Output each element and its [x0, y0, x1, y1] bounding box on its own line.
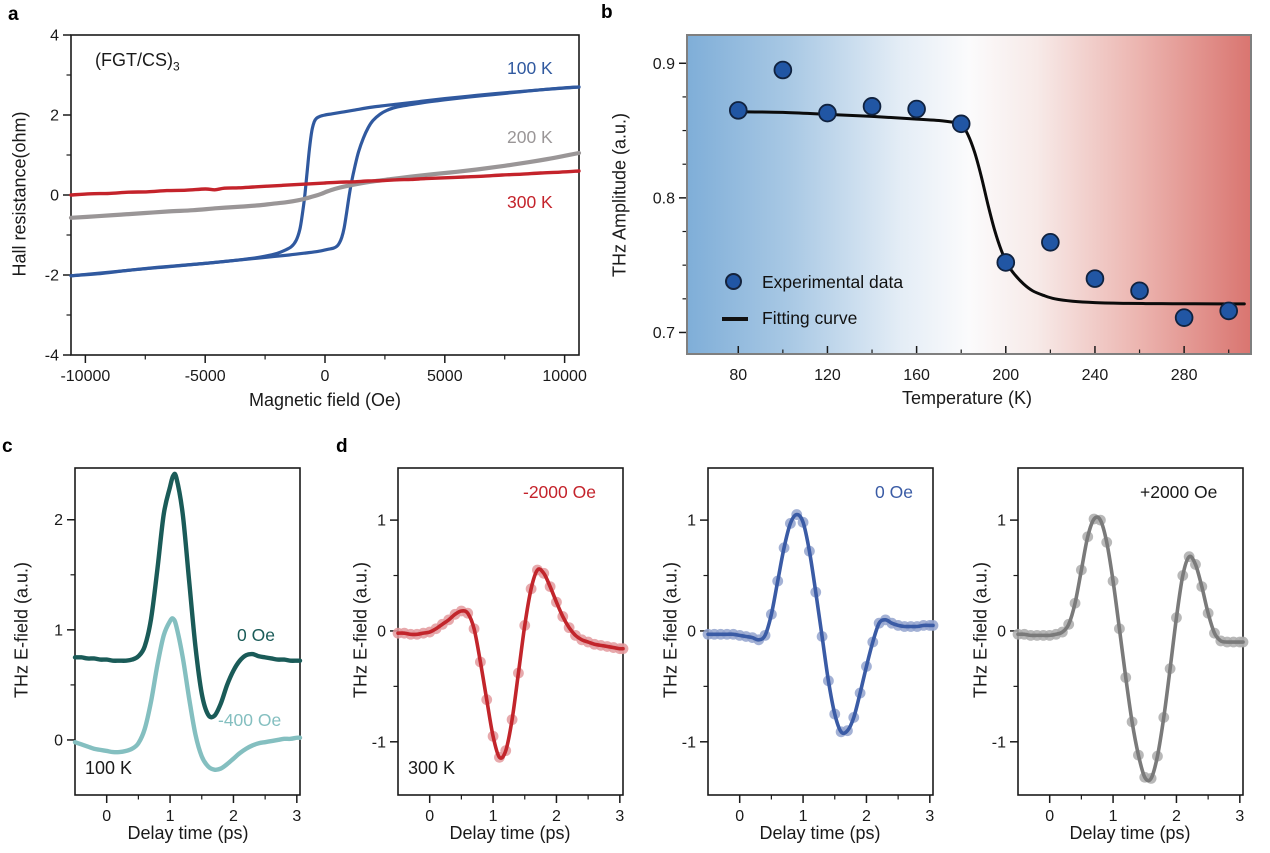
panel-a-ylabel: Hall resistance(ohm)	[9, 111, 30, 277]
panel-b: 80 120 160 200 240 280 0.7 0.8 0.9 THz Amplitude…	[595, 0, 1270, 430]
curve-label-300k: 300 K	[507, 192, 553, 212]
svg-text:-10000: -10000	[60, 368, 110, 385]
sample-label: (FGT/CS)3	[95, 50, 180, 74]
svg-text:2: 2	[54, 512, 63, 529]
svg-text:0.9: 0.9	[653, 56, 675, 73]
panel-d1-ylabel: THz E-field (a.u.)	[350, 561, 371, 699]
legend-marker-experimental	[725, 273, 742, 290]
svg-text:80: 80	[729, 367, 747, 384]
panel-d2: 0 1 2 3 -1 0 1 THz E-field (a.u.) Delay time (…	[640, 430, 950, 853]
chart-c-canvas: 0 1 2 3 0 1 2	[0, 430, 330, 853]
svg-text:5000: 5000	[427, 368, 463, 385]
svg-text:1: 1	[1109, 808, 1118, 825]
svg-text:1: 1	[489, 808, 498, 825]
svg-text:2: 2	[862, 808, 871, 825]
legend-line-fitting	[722, 317, 748, 321]
panel-c: 0 1 2 3 0 1 2 THz E-field (a.u.) Delay time (p…	[0, 430, 330, 853]
panel-letter-d: d	[336, 436, 348, 457]
panel-b-xlabel: Temperature (K)	[901, 388, 1033, 408]
svg-text:2: 2	[229, 808, 238, 825]
svg-text:4: 4	[50, 28, 59, 45]
svg-text:3: 3	[615, 808, 624, 825]
svg-text:1: 1	[997, 513, 1006, 530]
sample-label-subscript: 3	[173, 59, 180, 74]
svg-text:-1: -1	[682, 734, 696, 751]
svg-text:240: 240	[1082, 367, 1109, 384]
svg-text:0: 0	[377, 623, 386, 640]
svg-text:0: 0	[687, 623, 696, 640]
chart-a: -10000 -5000 0 5000 10000 -4 -2 0 2 4	[45, 28, 587, 386]
panel-d2-xlabel: Delay time (ps)	[759, 823, 881, 843]
curve-label-m400oe: -400 Oe	[218, 710, 282, 730]
svg-text:3: 3	[925, 808, 934, 825]
svg-text:-5000: -5000	[185, 368, 226, 385]
svg-text:0.8: 0.8	[653, 190, 675, 207]
chart-d2: 0 1 2 3 -1 0 1	[682, 467, 939, 825]
panel-c-ylabel: THz E-field (a.u.)	[11, 561, 32, 699]
panel-letter-b: b	[601, 2, 613, 23]
svg-text:3: 3	[292, 808, 301, 825]
svg-text:200: 200	[992, 367, 1019, 384]
curve-label-0oe: 0 Oe	[237, 625, 275, 645]
temperature-label-300k: 300 K	[408, 758, 456, 778]
svg-text:120: 120	[814, 367, 841, 384]
panel-d3: 0 1 2 3 -1 0 1 THz E-field (a.u.) Delay time (…	[950, 430, 1260, 853]
svg-text:0: 0	[997, 623, 1006, 640]
curve-label-200k: 200 K	[507, 127, 553, 147]
svg-text:2: 2	[552, 808, 561, 825]
panel-d2-ylabel: THz E-field (a.u.)	[660, 561, 681, 699]
svg-text:0: 0	[50, 188, 59, 205]
svg-text:2: 2	[50, 108, 59, 125]
curve-label-100k: 100 K	[507, 58, 553, 78]
svg-text:-1: -1	[992, 734, 1006, 751]
panel-c-xlabel: Delay time (ps)	[127, 823, 249, 843]
chart-d3-canvas: 0 1 2 3 -1 0 1	[950, 430, 1260, 853]
svg-text:1: 1	[799, 808, 808, 825]
svg-text:0: 0	[1045, 808, 1054, 825]
temperature-label-100k: 100 K	[85, 758, 133, 778]
field-label-0oe: 0 Oe	[875, 482, 913, 502]
svg-text:-1: -1	[372, 734, 386, 751]
svg-text:0.7: 0.7	[653, 325, 675, 342]
svg-text:1: 1	[54, 622, 63, 639]
panel-a: -10000 -5000 0 5000 10000 -4 -2 0 2 4 Hall resist…	[0, 0, 635, 430]
svg-text:-2: -2	[45, 268, 59, 285]
panel-d3-ylabel: THz E-field (a.u.)	[970, 561, 991, 699]
chart-d1: 0 1 2 3 -1 0 1	[372, 467, 629, 825]
svg-text:160: 160	[903, 367, 930, 384]
chart-d1-canvas: 0 1 2 3 -1 0 1	[330, 430, 640, 853]
panel-letter-a: a	[8, 4, 19, 25]
sample-label-text: (FGT/CS)	[95, 50, 173, 70]
panel-letter-c: c	[2, 436, 13, 457]
svg-text:1: 1	[687, 513, 696, 530]
svg-text:0: 0	[102, 808, 111, 825]
svg-text:-4: -4	[45, 348, 59, 365]
svg-text:2: 2	[1172, 808, 1181, 825]
chart-b: 80 120 160 200 240 280 0.7 0.8 0.9	[653, 34, 1252, 384]
legend-label-experimental: Experimental data	[762, 272, 904, 292]
svg-text:0: 0	[54, 732, 63, 749]
panel-d1: 0 1 2 3 -1 0 1 THz E-field (a.u.) Delay time (…	[330, 430, 640, 853]
panel-d3-xlabel: Delay time (ps)	[1069, 823, 1191, 843]
panel-a-xlabel: Magnetic field (Oe)	[248, 390, 402, 410]
legend-label-fitting: Fitting curve	[762, 308, 858, 328]
chart-d3: 0 1 2 3 -1 0 1	[992, 467, 1249, 825]
svg-text:0: 0	[321, 368, 330, 385]
svg-text:1: 1	[166, 808, 175, 825]
svg-text:3: 3	[1235, 808, 1244, 825]
chart-d2-canvas: 0 1 2 3 -1 0 1	[640, 430, 950, 853]
svg-text:10000: 10000	[542, 368, 587, 385]
chart-c: 0 1 2 3 0 1 2	[54, 467, 303, 825]
field-label-p2000oe: +2000 Oe	[1140, 482, 1218, 502]
svg-text:1: 1	[377, 513, 386, 530]
panel-d1-xlabel: Delay time (ps)	[449, 823, 571, 843]
field-label-m2000oe: -2000 Oe	[523, 482, 596, 502]
svg-text:280: 280	[1171, 367, 1198, 384]
chart-b-canvas: 80 120 160 200 240 280 0.7 0.8 0.9	[595, 0, 1270, 430]
svg-text:0: 0	[735, 808, 744, 825]
panel-b-ylabel: THz Amplitude (a.u.)	[609, 112, 630, 278]
chart-a-canvas: -10000 -5000 0 5000 10000 -4 -2 0 2 4	[0, 0, 635, 430]
svg-text:0: 0	[425, 808, 434, 825]
